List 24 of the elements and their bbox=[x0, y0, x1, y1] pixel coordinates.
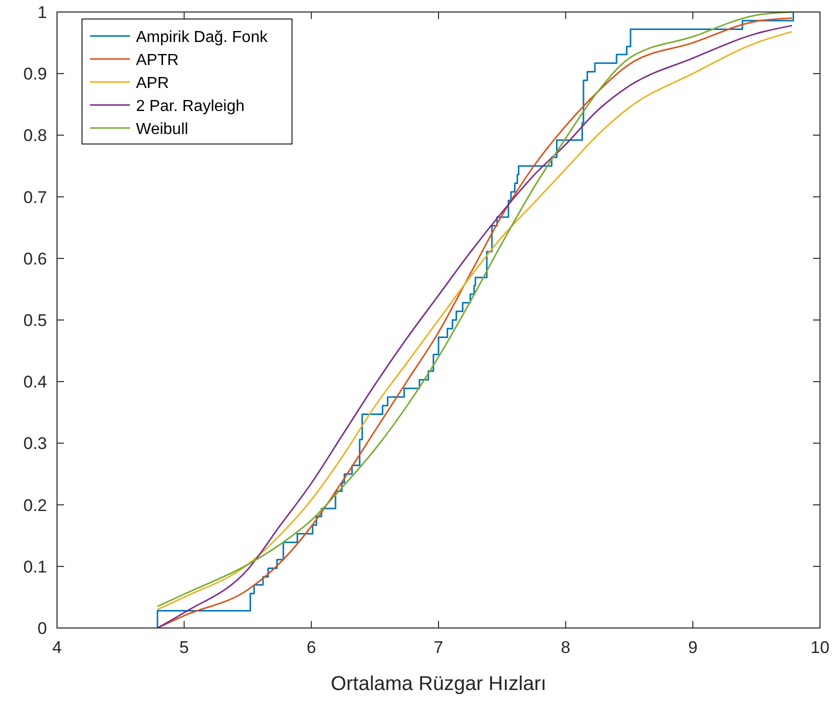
legend-label: APTR bbox=[136, 52, 179, 69]
y-tick-label: 0.3 bbox=[23, 434, 47, 454]
y-tick-label: 0.1 bbox=[23, 557, 47, 576]
legend-label: Weibull bbox=[136, 121, 188, 138]
y-tick-label: 0.4 bbox=[23, 372, 47, 392]
y-tick-label: 0 bbox=[38, 619, 47, 638]
y-tick-label: 0.5 bbox=[23, 311, 47, 330]
x-tick-label: 9 bbox=[688, 638, 698, 657]
y-tick-label: 0.6 bbox=[23, 249, 47, 268]
y-tick-label: 1 bbox=[38, 3, 47, 22]
legend-label: 2 Par. Rayleigh bbox=[136, 98, 245, 115]
x-tick-label: 6 bbox=[306, 638, 316, 657]
y-tick-label: 0.2 bbox=[23, 496, 47, 515]
y-tick-label: 0.8 bbox=[23, 126, 47, 146]
x-tick-label: 7 bbox=[434, 638, 444, 657]
x-tick-label: 10 bbox=[810, 638, 830, 657]
y-tick-label: 0.7 bbox=[23, 188, 47, 207]
legend-label: Ampirik Dağ. Fonk bbox=[136, 29, 269, 46]
x-tick-label: 8 bbox=[560, 638, 570, 657]
x-tick-label: 4 bbox=[52, 638, 62, 657]
legend-label: APR bbox=[136, 75, 169, 92]
x-tick-label: 5 bbox=[179, 638, 189, 657]
y-tick-label: 0.9 bbox=[23, 64, 47, 84]
x-axis-title: Ortalama Rüzgar Hızları bbox=[330, 673, 546, 695]
